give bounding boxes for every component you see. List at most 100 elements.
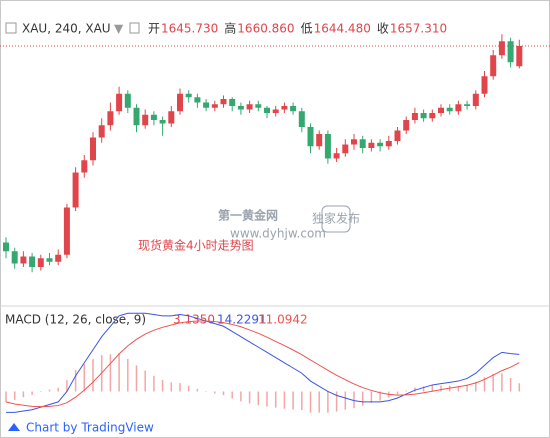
candle-body — [333, 153, 340, 159]
macd-histogram-bar — [396, 391, 399, 395]
macd-histogram-bar — [335, 391, 338, 412]
candle-body — [37, 258, 44, 267]
legend-value: 1657.310 — [390, 22, 447, 36]
macd-histogram-bar — [196, 388, 199, 392]
macd-histogram-bar — [153, 375, 155, 392]
symbol[interactable]: XAU, 240, XAU — [22, 22, 111, 36]
candle-body — [168, 111, 175, 124]
candle-body — [411, 113, 418, 120]
candle-body — [81, 160, 88, 173]
candle-body — [446, 107, 453, 112]
candle-body — [264, 107, 270, 113]
macd-histogram-bar — [361, 391, 364, 406]
candle-body — [507, 41, 514, 63]
macd-histogram-bar — [240, 391, 242, 402]
watermark-url: www.dyhjw.com — [230, 227, 326, 241]
symbol-icon[interactable] — [5, 22, 17, 34]
candle-body — [307, 127, 314, 147]
eye-icon[interactable] — [129, 22, 140, 34]
candle-body — [316, 134, 323, 147]
macd-title: MACD (12, 26, close, 9) — [5, 313, 146, 327]
candle-body — [98, 125, 105, 138]
footer-logo[interactable] — [8, 423, 20, 431]
macd-histogram-bar — [31, 391, 33, 395]
macd-histogram-bar — [109, 354, 112, 392]
macd-histogram-bar — [457, 385, 460, 392]
macd-histogram-bar — [475, 381, 477, 392]
candle-body — [142, 114, 149, 126]
candle-body — [116, 93, 123, 112]
legend-value: 1644.480 — [314, 22, 371, 36]
macd-histogram-bar — [353, 391, 355, 409]
macd-histogram-bar — [13, 391, 16, 400]
candle-body — [429, 113, 436, 119]
macd-histogram-bar — [518, 383, 521, 392]
macd-histogram-bar — [440, 385, 442, 392]
legend-name: 高 — [224, 21, 236, 36]
candle-body — [385, 141, 392, 147]
candle-body — [63, 207, 70, 255]
annotation: 现货黄金4小时走势图 — [138, 238, 254, 253]
candle-body — [516, 45, 523, 67]
footer[interactable]: Chart by TradingView — [26, 421, 154, 435]
macd-histogram-bar — [448, 385, 451, 392]
macd-histogram-bar — [405, 390, 407, 392]
candle-body — [90, 137, 96, 161]
candle-body — [290, 106, 297, 112]
candle-body — [420, 113, 427, 119]
candle-body — [255, 104, 262, 108]
macd-histogram-bar — [144, 370, 146, 392]
macd-value: 11.0942 — [258, 313, 308, 327]
legend-name: 低 — [301, 22, 313, 36]
legend-name: 开 — [148, 22, 160, 36]
candle-body — [351, 139, 357, 145]
watermark: 第一黄金网 www.dyhjw.com 独家发布 — [218, 205, 360, 241]
macd-histogram-bar — [318, 391, 320, 413]
candle-body — [124, 93, 131, 108]
candle-body — [464, 104, 471, 106]
macd-histogram-bar — [327, 391, 329, 413]
watermark-name: 第一黄金网 — [218, 208, 278, 223]
candle-body — [342, 144, 349, 154]
candle-body — [229, 99, 236, 106]
candle-body — [377, 142, 384, 147]
macd-histogram-bar — [179, 383, 181, 392]
macd-histogram-bar — [48, 389, 51, 392]
candle-body — [394, 130, 401, 141]
candle-body — [11, 251, 18, 264]
candle-body — [490, 55, 497, 77]
macd-histogram-bar — [266, 391, 268, 407]
candle-body — [20, 256, 27, 264]
candle-body — [150, 114, 157, 120]
candle-body — [281, 106, 288, 110]
macd-histogram-bar — [222, 391, 225, 396]
macd-histogram-bar — [205, 391, 207, 392]
macd-histogram-bar — [22, 391, 25, 398]
candle-body — [72, 172, 79, 208]
candle-body — [46, 258, 53, 262]
macd-histogram-bar — [231, 391, 233, 399]
macd-histogram-bar — [248, 391, 251, 404]
macd-histogram-bar — [74, 370, 77, 392]
dropdown[interactable]: ▼ — [114, 22, 124, 36]
candle-body — [498, 41, 505, 56]
macd-histogram-bar — [118, 353, 120, 392]
candle-body — [298, 111, 305, 127]
candle-body — [455, 104, 462, 112]
candle-body — [177, 93, 183, 112]
candle-body — [159, 120, 166, 124]
macd-histogram-bar — [92, 359, 94, 392]
macd-histogram-bar — [170, 382, 173, 392]
macd-histogram-bar — [40, 391, 42, 392]
candle-body — [211, 104, 218, 108]
candle-body — [29, 256, 36, 267]
candle-body — [3, 242, 9, 252]
macd-histogram-bar — [66, 380, 68, 392]
watermark-badge-box — [321, 205, 351, 233]
watermark-badge: 独家发布 — [312, 211, 360, 226]
macd-histogram-bar — [509, 377, 512, 392]
macd-histogram-bar — [283, 391, 286, 409]
macd-histogram-bar — [214, 391, 216, 394]
macd-histogram-bar — [187, 385, 190, 392]
